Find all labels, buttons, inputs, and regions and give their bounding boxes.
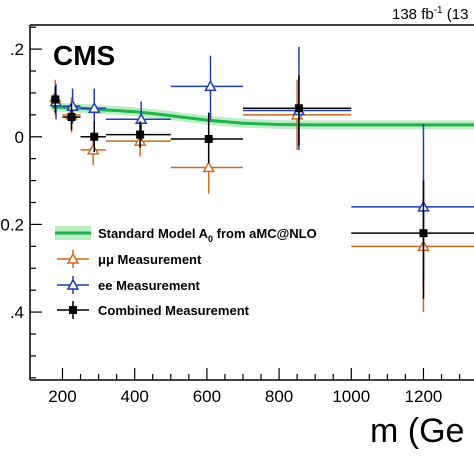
legend-ee-label: ee Measurement	[98, 278, 201, 293]
legend-entry-comb: Combined Measurement	[57, 301, 250, 319]
comb-point	[51, 86, 60, 113]
cms-label: CMS	[53, 40, 115, 71]
comb-marker	[90, 132, 99, 141]
legend-mumu-label: μμ Measurement	[98, 252, 202, 267]
legend: Standard Model A0 from aMC@NLO μμ Measur…	[55, 226, 317, 319]
comb-point	[80, 121, 106, 153]
mumu-marker	[86, 143, 100, 155]
y-tick-label: 0	[15, 128, 24, 147]
legend-entry-mumu: μμ Measurement	[57, 250, 202, 268]
y-tick-label: .4	[10, 303, 24, 322]
x-axis-ticks: 200 400 600 800 1000 1200	[48, 368, 461, 406]
comb-marker	[294, 104, 303, 113]
comb-point	[170, 112, 243, 164]
ee-marker	[204, 79, 217, 92]
comb-point	[242, 75, 352, 146]
comb-point	[62, 103, 81, 131]
y-tick-label: .2	[10, 40, 24, 59]
legend-sm-label-main: Standard Model A	[98, 226, 209, 241]
legend-entry-sm: Standard Model A0 from aMC@NLO	[55, 226, 317, 244]
comb-point	[105, 121, 171, 148]
lumi-label-tail: (13	[443, 6, 469, 23]
y-tick-label: 0.2	[0, 215, 24, 234]
data-points	[48, 46, 474, 313]
x-tick-label: 1000	[332, 387, 370, 406]
legend-comb-marker	[69, 306, 77, 314]
y-axis-ticks: .2 0 0.2 .4	[0, 26, 42, 379]
sm-uncertainty-band	[51, 102, 474, 130]
ee-marker	[87, 101, 101, 114]
comb-marker	[136, 130, 145, 139]
legend-ee-marker	[66, 278, 80, 290]
legend-comb-label: Combined Measurement	[98, 303, 250, 318]
ee-marker	[134, 112, 148, 124]
x-tick-label: 600	[193, 387, 221, 406]
legend-entry-ee: ee Measurement	[57, 276, 201, 294]
ee-marker	[66, 99, 79, 111]
comb-marker	[67, 113, 76, 122]
legend-mumu-marker	[66, 252, 80, 264]
x-tick-label: 200	[48, 387, 76, 406]
ee-point	[170, 55, 243, 120]
lumi-label-main: 138 fb	[392, 6, 434, 23]
comb-marker	[51, 95, 60, 104]
legend-sm-label-tail: from aMC@NLO	[213, 226, 317, 241]
x-tick-label: 1200	[405, 387, 443, 406]
legend-sm-label-sub: 0	[208, 234, 213, 244]
x-tick-label: 800	[265, 387, 293, 406]
x-tick-label: 400	[120, 387, 148, 406]
legend-sm-label: Standard Model A0 from aMC@NLO	[98, 226, 317, 244]
comb-marker	[419, 229, 428, 238]
comb-marker	[204, 134, 213, 143]
mumu-marker	[202, 160, 215, 173]
lumi-label-sup: -1	[434, 5, 443, 16]
comb-point	[351, 180, 474, 299]
lumi-label: 138 fb-1 (13	[392, 5, 468, 23]
x-axis-title: m (Ge	[370, 412, 464, 450]
